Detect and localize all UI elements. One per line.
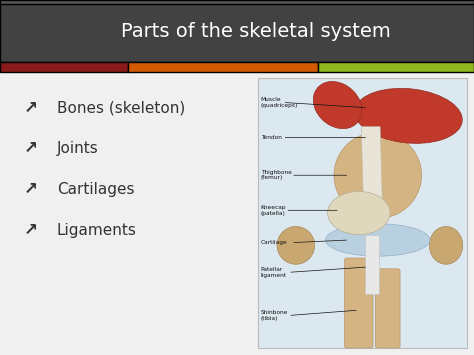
FancyBboxPatch shape	[0, 0, 474, 4]
Text: Bones (skeleton): Bones (skeleton)	[57, 100, 185, 115]
Text: Cartilage: Cartilage	[261, 240, 287, 245]
FancyBboxPatch shape	[128, 62, 318, 72]
Ellipse shape	[326, 224, 430, 256]
FancyBboxPatch shape	[318, 62, 474, 72]
Ellipse shape	[334, 132, 421, 218]
Text: ↗: ↗	[24, 99, 37, 116]
Text: Thighbone
(femur): Thighbone (femur)	[261, 170, 292, 180]
Ellipse shape	[429, 226, 463, 264]
Polygon shape	[361, 127, 383, 208]
FancyBboxPatch shape	[0, 62, 128, 72]
Text: ↗: ↗	[24, 221, 37, 239]
Text: ↗: ↗	[24, 180, 37, 198]
Text: ↗: ↗	[24, 140, 37, 157]
Ellipse shape	[313, 82, 362, 129]
Text: Ligaments: Ligaments	[57, 223, 137, 237]
Text: Shinbone
(tibia): Shinbone (tibia)	[261, 310, 288, 321]
FancyBboxPatch shape	[375, 269, 400, 348]
Text: Patellar
ligament: Patellar ligament	[261, 267, 287, 278]
Text: Tendon: Tendon	[261, 135, 282, 140]
Ellipse shape	[355, 88, 462, 143]
Text: Parts of the skeletal system: Parts of the skeletal system	[121, 22, 391, 40]
FancyBboxPatch shape	[258, 78, 467, 348]
Text: Joints: Joints	[57, 141, 99, 156]
Text: Cartilages: Cartilages	[57, 182, 135, 197]
Text: Kneecap
(patella): Kneecap (patella)	[261, 205, 286, 215]
FancyBboxPatch shape	[345, 258, 373, 348]
Polygon shape	[365, 235, 379, 294]
FancyBboxPatch shape	[0, 0, 474, 62]
Ellipse shape	[277, 226, 315, 264]
Ellipse shape	[328, 191, 390, 235]
Text: Muscle
(quadriceps): Muscle (quadriceps)	[261, 97, 298, 108]
